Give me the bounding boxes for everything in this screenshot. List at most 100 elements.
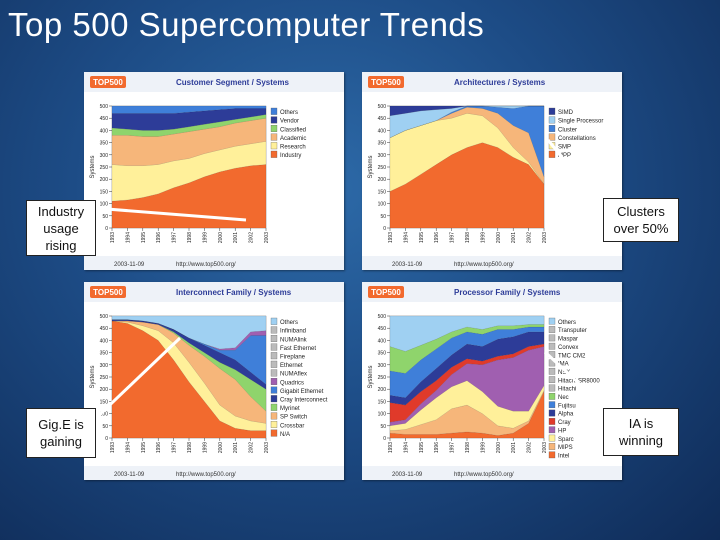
top500-logo-text: TOP500 <box>93 78 123 87</box>
x-tick-label: 1996 <box>434 232 440 243</box>
y-tick-label: 0 <box>383 226 386 232</box>
area-series-simd <box>389 105 544 116</box>
y-tick-label: 500 <box>378 104 387 110</box>
customer-segment-chart-panel: TOP500 Customer Segment / Systems 0 50 100 15… <box>84 72 344 270</box>
y-tick-label: 300 <box>100 153 109 159</box>
chart-title: Processor Family / Systems <box>454 288 561 297</box>
chart-footer-band <box>362 466 622 480</box>
y-tick-label: 50 <box>380 424 386 430</box>
legend-label: Nec <box>558 395 569 401</box>
footer-url: http://www.top500.org/ <box>454 472 514 478</box>
top500-logo-text: TOP500 <box>371 288 401 297</box>
y-axis-label: Systems <box>368 155 374 178</box>
callout-gige: Gig.E is gaining <box>26 408 96 458</box>
y-tick-label: 500 <box>100 104 109 110</box>
callout-industry: Industry usage rising <box>26 200 96 256</box>
legend-label: Others <box>558 320 576 326</box>
processor-family-chart-panel: TOP500 Processor Family / Systems 0 50 100 15… <box>362 282 622 480</box>
x-tick-label: 2000 <box>496 442 502 453</box>
chart-header-band <box>362 282 622 302</box>
legend-label: SMP <box>558 145 571 151</box>
x-tick-label: 1993 <box>110 442 116 453</box>
x-tick-label: 1996 <box>434 442 440 453</box>
y-tick-label: 450 <box>378 116 387 122</box>
callout-clusters: Clusters over 50% <box>603 198 679 242</box>
y-tick-label: 400 <box>100 338 109 344</box>
legend-swatch <box>270 133 278 141</box>
legend-swatch <box>548 116 556 124</box>
y-tick-label: 50 <box>380 214 386 220</box>
area-series-alpha <box>389 331 545 406</box>
legend-swatch <box>548 342 556 350</box>
top500-logo-badge <box>368 286 404 298</box>
legend-swatch <box>270 343 278 351</box>
chart-footer-band <box>84 466 344 480</box>
legend-label: Cray Interconnect <box>280 398 328 404</box>
x-tick-label: 2002 <box>527 232 533 243</box>
legend-swatch <box>270 395 278 403</box>
y-tick-label: 300 <box>378 363 387 369</box>
y-tick-label: 350 <box>100 141 109 147</box>
x-tick-label: 1993 <box>110 232 116 243</box>
x-tick-label: 2000 <box>218 442 224 453</box>
x-tick-label: 1995 <box>141 232 147 243</box>
chart-header-band <box>84 72 344 92</box>
x-tick-label: 1997 <box>172 442 178 453</box>
area-series-constellations <box>389 107 545 185</box>
y-tick-label: 200 <box>100 387 109 393</box>
legend-label: Academic <box>280 136 306 142</box>
footer-date: 2003-11-09 <box>392 472 423 478</box>
legend-swatch <box>270 142 278 150</box>
legend-label: Single Processor <box>558 119 603 125</box>
legend-swatch <box>548 418 556 425</box>
y-tick-label: 500 <box>100 314 109 320</box>
y-tick-label: 300 <box>378 153 387 159</box>
x-tick-label: 2003 <box>264 442 270 453</box>
legend-label: MIPS <box>558 445 573 451</box>
x-tick-label: 1999 <box>202 442 208 453</box>
x-tick-label: 1998 <box>465 232 471 243</box>
area-series-cluster <box>389 105 545 177</box>
legend-label: IMA <box>558 362 569 368</box>
y-axis-label: Systems <box>90 155 96 178</box>
interconnect-family-chart-panel: TOP500 Interconnect Family / Systems 0 50 10… <box>84 282 344 480</box>
chart-title: Interconnect Family / Systems <box>176 288 292 297</box>
legend-label: Fujitsu <box>558 403 576 409</box>
y-tick-label: 450 <box>100 326 109 332</box>
area-series-others <box>111 105 267 114</box>
legend-label: Cluster <box>558 127 577 133</box>
legend-swatch <box>548 443 556 450</box>
legend-swatch <box>548 434 556 442</box>
x-tick-label: 1995 <box>141 442 147 453</box>
customer-segment-chart: TOP500 Customer Segment / Systems 0 50 100 15… <box>84 72 344 270</box>
legend-swatch <box>270 335 278 342</box>
area-series-research <box>111 141 267 202</box>
x-tick-label: 2002 <box>527 442 533 453</box>
y-tick-label: 150 <box>378 399 387 405</box>
footer-date: 2003-11-09 <box>392 262 423 268</box>
legend-label: N/A <box>280 432 290 438</box>
x-tick-label: 2001 <box>511 232 517 243</box>
architectures-chart-panel: TOP500 Architectures / Systems 0 50 100 150 20… <box>362 72 622 270</box>
legend-swatch <box>548 317 556 325</box>
legend-swatch <box>548 125 556 132</box>
y-tick-label: 0 <box>105 436 108 442</box>
y-tick-label: 350 <box>378 351 387 357</box>
legend-label: NSK <box>558 370 570 376</box>
chart-title: Customer Segment / Systems <box>176 78 289 87</box>
legend-swatch <box>548 451 556 459</box>
x-tick-label: 1994 <box>403 232 409 243</box>
y-tick-label: 250 <box>378 165 387 171</box>
legend-swatch <box>270 352 278 360</box>
x-tick-label: 1999 <box>480 232 486 243</box>
x-tick-label: 1998 <box>187 232 193 243</box>
legend-swatch <box>548 150 556 158</box>
top500-logo-badge <box>368 76 404 88</box>
chart-footer-band <box>362 256 622 270</box>
x-tick-label: 1994 <box>125 442 131 453</box>
legend-label: Transputer <box>558 328 587 334</box>
x-tick-label: 1995 <box>419 442 425 453</box>
x-tick-label: 2001 <box>233 232 239 243</box>
legend-label: Vendor <box>280 119 299 125</box>
legend-label: Intel <box>558 454 569 460</box>
